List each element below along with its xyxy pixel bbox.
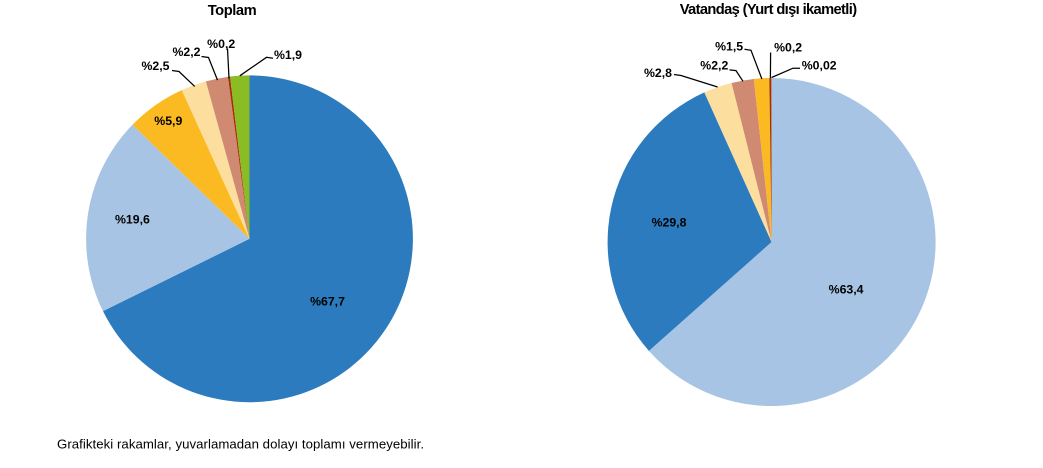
svg-text:%0,2: %0,2 (774, 41, 802, 55)
svg-text:%29,8: %29,8 (652, 216, 687, 230)
svg-text:%2,5: %2,5 (141, 59, 169, 73)
svg-text:%0,2: %0,2 (207, 37, 235, 51)
svg-text:%63,4: %63,4 (829, 283, 864, 297)
svg-text:%1,9: %1,9 (274, 48, 302, 62)
svg-text:Grafikteki rakamlar, yuvarlama: Grafikteki rakamlar, yuvarlamadan dolayı… (57, 436, 424, 451)
svg-text:%0,02: %0,02 (802, 59, 837, 73)
svg-text:%67,7: %67,7 (310, 294, 345, 308)
svg-text:%2,2: %2,2 (700, 59, 728, 73)
svg-text:%5,9: %5,9 (154, 114, 182, 128)
svg-text:Toplam: Toplam (208, 3, 257, 19)
svg-text:%2,2: %2,2 (172, 45, 200, 59)
svg-text:%1,5: %1,5 (715, 40, 743, 54)
svg-text:%19,6: %19,6 (115, 212, 150, 226)
svg-text:%2,8: %2,8 (644, 66, 672, 80)
svg-text:Vatandaş (Yurt dışı ikametli): Vatandaş (Yurt dışı ikametli) (680, 2, 857, 18)
